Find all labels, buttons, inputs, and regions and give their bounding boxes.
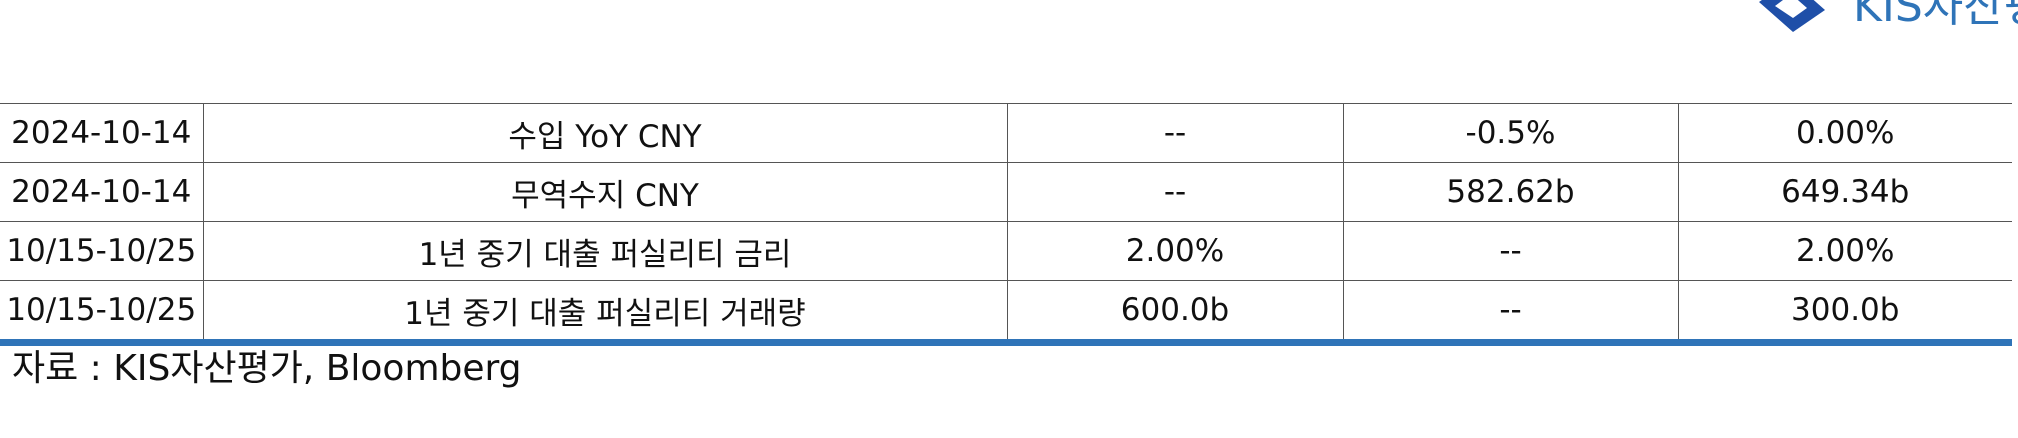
- value-cell: --: [1006, 103, 1343, 163]
- table-row: 10/15-10/25 1년 중기 대출 퍼실리티 거래량 600.0b -- …: [0, 280, 2012, 346]
- value-cell: --: [1342, 221, 1678, 281]
- value-cell: 600.0b: [1006, 280, 1343, 346]
- value-cell: 2.00%: [1006, 221, 1343, 281]
- value-cell: 649.34b: [1677, 162, 2012, 222]
- diamond-logo-icon: [1759, 0, 1825, 32]
- indicator-cell: 1년 중기 대출 퍼실리티 금리: [202, 221, 1007, 281]
- value-cell: 2.00%: [1677, 221, 2012, 281]
- indicator-cell: 수입 YoY CNY: [202, 103, 1007, 163]
- value-cell: -0.5%: [1342, 103, 1678, 163]
- economic-calendar-table: 2024-10-14 수입 YoY CNY -- -0.5% 0.00% 202…: [0, 103, 2012, 346]
- value-cell: 582.62b: [1342, 162, 1678, 222]
- value-cell: --: [1006, 162, 1343, 222]
- date-cell: 10/15-10/25: [0, 280, 203, 346]
- value-cell: 0.00%: [1677, 103, 2012, 163]
- table-row: 2024-10-14 수입 YoY CNY -- -0.5% 0.00%: [0, 103, 2012, 163]
- indicator-cell: 1년 중기 대출 퍼실리티 거래량: [202, 280, 1007, 346]
- value-cell: --: [1342, 280, 1678, 346]
- date-cell: 2024-10-14: [0, 162, 203, 222]
- table-row: 10/15-10/25 1년 중기 대출 퍼실리티 금리 2.00% -- 2.…: [0, 221, 2012, 281]
- source-note: 자료 : KIS자산평가, Bloomberg: [12, 348, 522, 389]
- date-cell: 10/15-10/25: [0, 221, 203, 281]
- value-cell: 300.0b: [1677, 280, 2012, 346]
- indicator-cell: 무역수지 CNY: [202, 162, 1007, 222]
- date-cell: 2024-10-14: [0, 103, 203, 163]
- logo-text: KIS자산평가: [1853, 0, 2018, 32]
- company-logo: KIS자산평가: [1745, 0, 2018, 42]
- table-row: 2024-10-14 무역수지 CNY -- 582.62b 649.34b: [0, 162, 2012, 222]
